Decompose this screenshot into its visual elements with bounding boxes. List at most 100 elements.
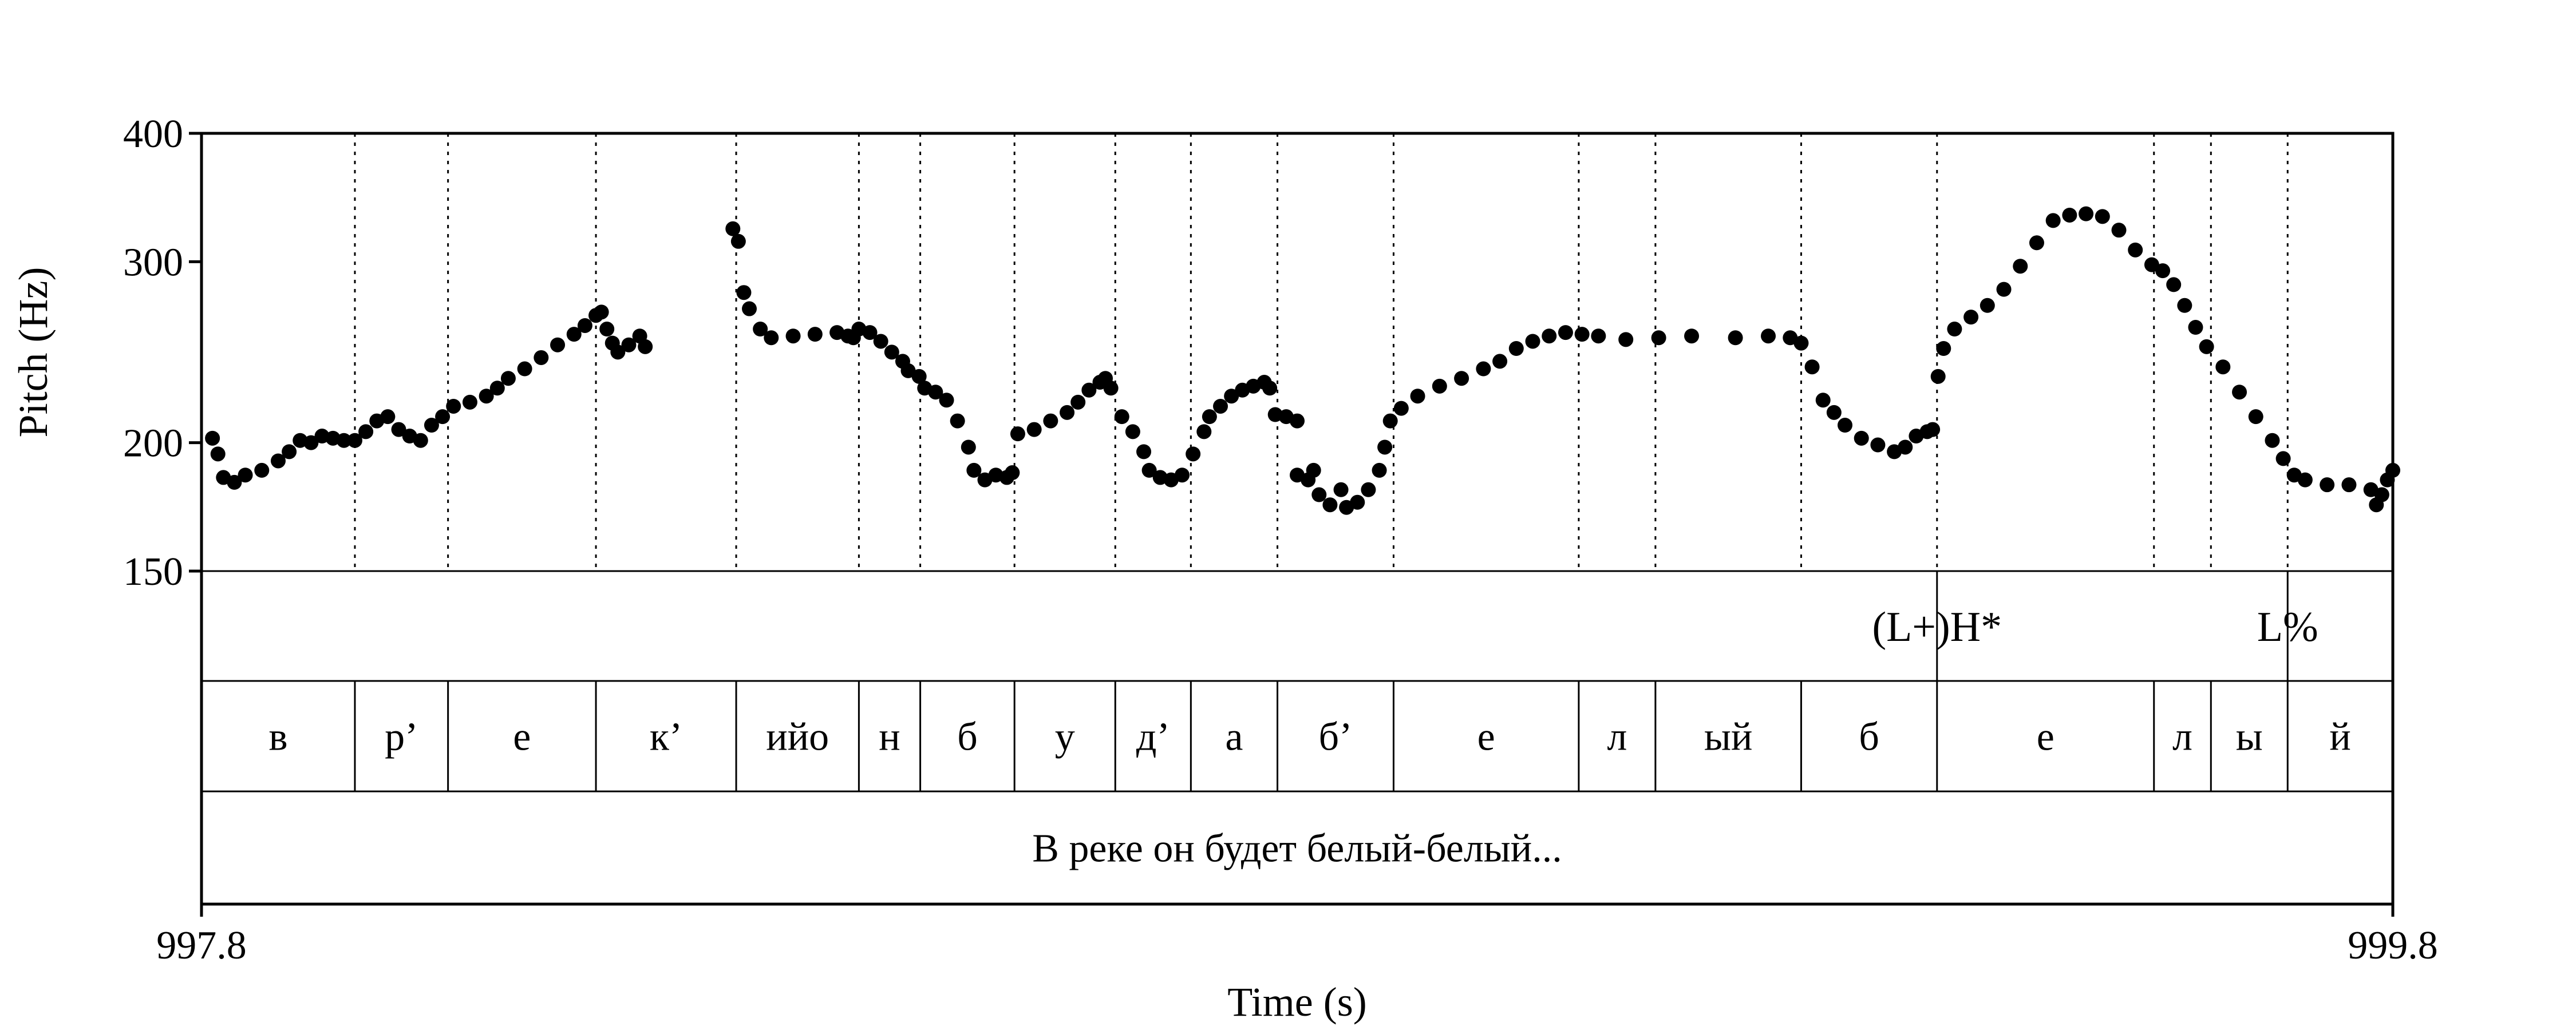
pitch-point <box>1043 413 1058 429</box>
pitch-point <box>2265 433 2280 448</box>
pitch-point <box>270 453 286 469</box>
pitch-point <box>2374 487 2389 502</box>
tone-label: (L+)H* <box>1872 604 2002 651</box>
pitch-point <box>1311 487 1327 502</box>
axis-ticks: 400 300 200 150 997.8 999.8 <box>123 112 2438 968</box>
pitch-point <box>550 337 566 352</box>
pitch-point <box>621 337 637 352</box>
pitch-point <box>2155 263 2171 279</box>
pitch-point <box>566 327 582 342</box>
pitch-point <box>446 398 461 414</box>
pitch-point <box>1005 465 1020 481</box>
pitch-point <box>2199 339 2214 354</box>
segment-label: а <box>1225 715 1243 759</box>
pitch-point <box>205 430 220 446</box>
pitch-point <box>210 446 226 462</box>
pitch-point <box>742 301 757 316</box>
segment-label: б <box>957 715 978 759</box>
pitch-point <box>928 385 943 400</box>
outer-frame <box>200 132 2395 906</box>
pitch-point <box>1377 439 1393 455</box>
pitch-point <box>1925 422 1941 437</box>
pitch-point <box>1574 327 1590 342</box>
pitch-point <box>1382 413 1398 429</box>
plot-frame <box>200 132 2395 906</box>
pitch-point <box>534 350 549 365</box>
segment-label: л <box>1607 715 1627 759</box>
pitch-point <box>1980 298 1995 313</box>
y-tick-label: 150 <box>123 550 183 594</box>
pitch-point <box>2248 409 2263 425</box>
pitch-point <box>884 344 899 360</box>
pitch-point <box>725 221 741 236</box>
pitch-point <box>594 304 609 320</box>
x-tick-label: 997.8 <box>156 924 247 968</box>
sentence-label: В реке он будет белый-белый... <box>1032 827 1562 871</box>
pitch-point <box>961 439 976 455</box>
pitch-point <box>610 344 626 360</box>
pitch-point <box>1224 389 1239 404</box>
pitch-point <box>1793 335 1809 351</box>
pitch-point <box>2275 451 2291 466</box>
pitch-point <box>1010 426 1025 442</box>
pitch-point <box>1930 369 1946 384</box>
pitch-point <box>577 318 592 333</box>
pitch-point <box>2128 242 2143 258</box>
pitch-point <box>1141 462 1157 478</box>
pitch-point <box>2079 206 2094 221</box>
pitch-point <box>1081 382 1097 398</box>
pitch-point <box>1410 389 1425 404</box>
x-axis-label: Time (s) <box>1227 979 1366 1025</box>
pitch-point <box>785 328 801 344</box>
pitch-point <box>2297 472 2313 488</box>
pitch-point <box>911 369 927 384</box>
pitch-point <box>1761 328 1776 344</box>
pitch-point <box>2111 223 2127 238</box>
pitch-point <box>1591 328 1606 344</box>
pitch-point <box>1898 439 1913 455</box>
pitch-point <box>358 424 374 439</box>
pitch-point <box>1393 401 1409 416</box>
pitch-point <box>1476 361 1491 377</box>
pitch-point <box>2320 477 2335 493</box>
segment-label: к’ <box>650 715 682 759</box>
pitch-point <box>227 474 242 490</box>
pitch-point <box>2232 385 2247 400</box>
pitch-points <box>205 206 2400 515</box>
pitch-point <box>862 325 878 340</box>
pitch-point <box>2029 235 2044 251</box>
pitch-point <box>238 468 253 483</box>
segment-label: ы <box>2236 715 2263 759</box>
segment-label: л <box>2172 715 2192 759</box>
pitch-point <box>1114 409 1129 425</box>
pitch-point <box>1542 328 1557 344</box>
y-tick-label: 200 <box>123 422 183 466</box>
segment-label: ый <box>1704 715 1753 759</box>
pitch-point <box>2045 213 2061 228</box>
pitch-point <box>1963 310 1979 325</box>
segment-label: б <box>1859 715 1879 759</box>
pitch-point <box>1186 446 1201 462</box>
segment-label: н <box>879 715 900 759</box>
pitch-point <box>764 330 779 346</box>
pitch-point <box>2095 209 2110 224</box>
segment-label: б’ <box>1319 715 1353 759</box>
segment-label: й <box>2329 715 2350 759</box>
y-tick-label: 300 <box>123 240 183 284</box>
pitch-point <box>500 371 516 386</box>
pitch-point <box>435 409 451 425</box>
pitch-point <box>1492 354 1508 369</box>
pitch-point <box>1947 322 1962 337</box>
tone-label: L% <box>2257 604 2318 651</box>
pitch-point <box>1125 424 1140 439</box>
pitch-point <box>1525 334 1540 349</box>
pitch-point <box>462 394 477 410</box>
pitch-point <box>347 433 362 448</box>
pitch-point <box>939 393 954 408</box>
pitch-point <box>303 435 319 450</box>
pitch-point <box>282 444 297 459</box>
pitch-point <box>254 462 270 478</box>
pitch-point <box>489 381 505 396</box>
pitch-point <box>730 233 746 249</box>
pitch-point <box>638 339 653 354</box>
